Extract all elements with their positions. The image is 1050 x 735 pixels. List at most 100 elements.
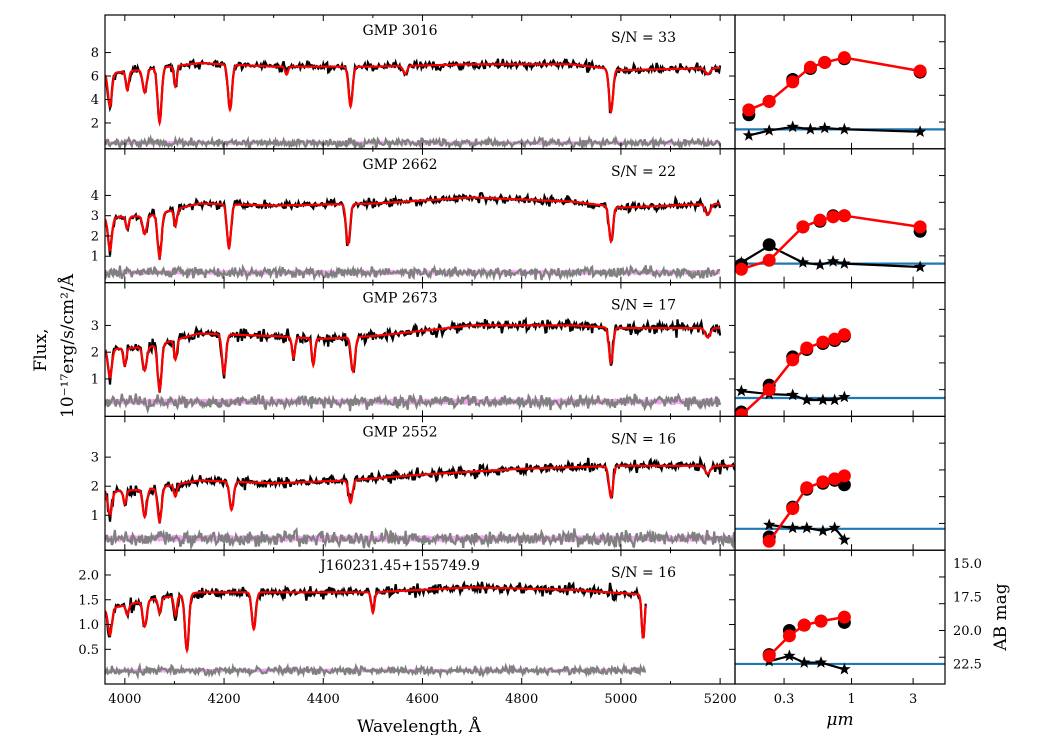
residual-line	[105, 263, 721, 283]
sed-model-point	[735, 262, 748, 276]
sed-x-tick-label: 0.3	[774, 692, 795, 707]
y-tick-label: 1.5	[78, 593, 99, 608]
spectrum-plot	[105, 57, 722, 149]
sed-star-marker	[763, 518, 776, 531]
sed-star-marker	[814, 656, 828, 668]
y-tick-label: 2	[91, 480, 99, 495]
sed-model-point	[814, 614, 828, 628]
panel-title: GMP 3016	[362, 23, 437, 39]
sed-model-point	[813, 213, 827, 227]
sed-model-point	[762, 383, 776, 397]
panel-title: GMP 2673	[362, 291, 437, 307]
residual-line	[105, 661, 647, 681]
sed-star-marker	[838, 122, 851, 135]
mag-tick-label: 22.5	[953, 657, 982, 672]
x-tick-label: 5200	[704, 692, 737, 707]
sed-model-point	[735, 408, 748, 417]
x-tick-label: 4000	[108, 692, 141, 707]
spectrum-plot	[105, 580, 647, 681]
observed-spectrum-line	[105, 57, 722, 122]
sed-x-tick-label: 1	[847, 692, 855, 707]
model-spectrum-line	[105, 586, 647, 655]
sed-star-line	[748, 125, 921, 137]
panel-2: 1 2 3 4 GMP 2662 S/N = 22	[91, 148, 946, 284]
sed-plot	[735, 610, 945, 675]
sn-label: S/N = 22	[611, 164, 676, 180]
spectrum-plot	[105, 455, 735, 551]
sed-star-marker	[804, 122, 817, 135]
sn-label: S/N = 16	[611, 565, 676, 581]
sed-plot	[735, 328, 945, 417]
sed-star-marker	[735, 384, 748, 397]
observed-spectrum-line	[105, 455, 735, 524]
spectrum-plot	[105, 316, 722, 415]
panel-title: GMP 2662	[362, 157, 437, 173]
sed-star-marker	[800, 393, 813, 406]
sed-model-point	[797, 618, 811, 632]
observed-spectrum-line	[105, 316, 722, 393]
x-tick-label: 4800	[505, 692, 538, 707]
y-tick-label: 2	[91, 346, 99, 361]
y-tick-label: 2	[91, 116, 99, 131]
sed-plot	[735, 51, 945, 141]
panels-group: 2 4 6 8 GMP 3016 S/N = 33 1 2 3 4 GMP 2662 S/N = 22…	[78, 14, 982, 707]
y-axis-label-line2: 10⁻¹⁷erg/s/cm²/Å	[57, 273, 78, 418]
sed-observed-point	[837, 478, 851, 492]
sed-star-marker	[783, 649, 796, 662]
sed-model-point	[816, 335, 830, 349]
mag-tick-label: 20.0	[953, 624, 982, 639]
model-spectrum-line	[105, 62, 721, 127]
sed-model-point	[837, 209, 851, 223]
sed-model-point	[786, 502, 800, 516]
panel-title: GMP 2552	[362, 424, 437, 440]
y-tick-label: 1	[91, 250, 99, 265]
sn-label: S/N = 16	[611, 431, 676, 447]
residual-line	[105, 134, 722, 149]
residual-line	[105, 526, 735, 551]
sed-model-point	[826, 210, 840, 224]
x-tick-label: 5000	[604, 692, 637, 707]
sed-x-tick-label: 3	[909, 692, 917, 707]
panel-1: 2 4 6 8 GMP 3016 S/N = 33	[91, 14, 946, 150]
mag-tick-label: 15.0	[953, 557, 982, 572]
y-tick-label: 2.0	[78, 568, 99, 583]
y-tick-label: 1	[91, 509, 99, 524]
sed-star-marker	[816, 524, 830, 537]
model-spectrum-line	[105, 196, 721, 261]
sn-label: S/N = 33	[611, 30, 676, 46]
sed-model-line	[740, 333, 845, 416]
sed-model-point	[800, 481, 814, 495]
model-spectrum-line	[105, 464, 735, 525]
sed-star-marker	[742, 128, 755, 141]
y-tick-label: 6	[91, 70, 99, 85]
y-tick-label: 1.0	[78, 618, 99, 633]
sed-star-marker	[796, 256, 810, 268]
sed-star-marker	[838, 257, 851, 269]
sed-frame	[734, 549, 946, 685]
sed-model-point	[828, 332, 842, 346]
sed-model-point	[837, 469, 851, 483]
sed-star-marker	[818, 121, 831, 134]
sed-star-marker	[800, 521, 813, 534]
sed-plot	[735, 469, 945, 548]
sed-plot	[735, 209, 945, 276]
y-tick-label: 2	[91, 229, 99, 244]
sed-model-point	[762, 253, 776, 267]
panel-title: J160231.45+155749.9	[318, 558, 480, 574]
sed-star-marker	[828, 393, 841, 406]
model-spectrum-line	[105, 324, 721, 394]
panel-3: 1 2 3 GMP 2673 S/N = 17	[91, 282, 946, 418]
y-tick-label: 0.5	[78, 643, 99, 658]
x-axis-label-micron: μm	[826, 710, 853, 730]
sed-star-marker	[913, 125, 927, 137]
x-tick-label: 4200	[208, 692, 241, 707]
sed-model-point	[837, 328, 851, 342]
sed-model-point	[818, 55, 832, 69]
sed-star-marker	[813, 258, 827, 270]
sed-model-point	[800, 341, 814, 355]
y-tick-label: 4	[91, 93, 99, 108]
x-tick-label: 4600	[406, 692, 439, 707]
sed-observed-point	[762, 238, 776, 252]
panel-4: 1 2 3 GMP 2552 S/N = 16	[91, 415, 946, 551]
